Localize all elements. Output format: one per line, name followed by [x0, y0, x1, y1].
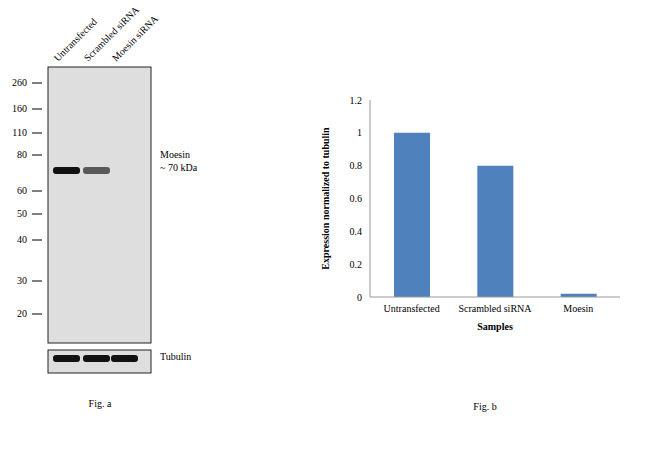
svg-text:Scrambled siRNA: Scrambled siRNA [81, 4, 142, 64]
svg-text:110: 110 [12, 127, 27, 138]
svg-text:1.2: 1.2 [350, 95, 363, 106]
svg-text:Fig. a: Fig. a [89, 398, 112, 409]
svg-text:160: 160 [12, 103, 27, 114]
svg-text:Moesin: Moesin [563, 303, 593, 314]
svg-text:260: 260 [12, 77, 27, 88]
svg-text:30: 30 [17, 275, 27, 286]
svg-text:Moesin siRNA: Moesin siRNA [110, 12, 161, 63]
svg-text:Untransfected: Untransfected [384, 303, 440, 314]
svg-text:Moesin: Moesin [160, 149, 190, 160]
svg-text:0: 0 [357, 292, 362, 303]
svg-text:Scrambled siRNA: Scrambled siRNA [458, 303, 532, 314]
svg-text:Expression normalized to tubul: Expression normalized to tubulin [320, 127, 331, 270]
svg-text:Untransfected: Untransfected [51, 16, 100, 64]
svg-text:Fig. b: Fig. b [473, 401, 496, 412]
svg-text:60: 60 [17, 185, 27, 196]
svg-text:0.4: 0.4 [350, 226, 363, 237]
svg-text:Tubulin: Tubulin [160, 351, 191, 362]
svg-text:~ 70 kDa: ~ 70 kDa [160, 162, 198, 173]
svg-text:40: 40 [17, 234, 27, 245]
svg-text:80: 80 [17, 149, 27, 160]
svg-text:0.2: 0.2 [350, 259, 363, 270]
svg-text:0.8: 0.8 [350, 160, 363, 171]
svg-text:50: 50 [17, 208, 27, 219]
svg-text:1: 1 [357, 127, 362, 138]
svg-text:0.6: 0.6 [350, 193, 363, 204]
svg-text:20: 20 [17, 308, 27, 319]
svg-text:Samples: Samples [477, 321, 513, 332]
